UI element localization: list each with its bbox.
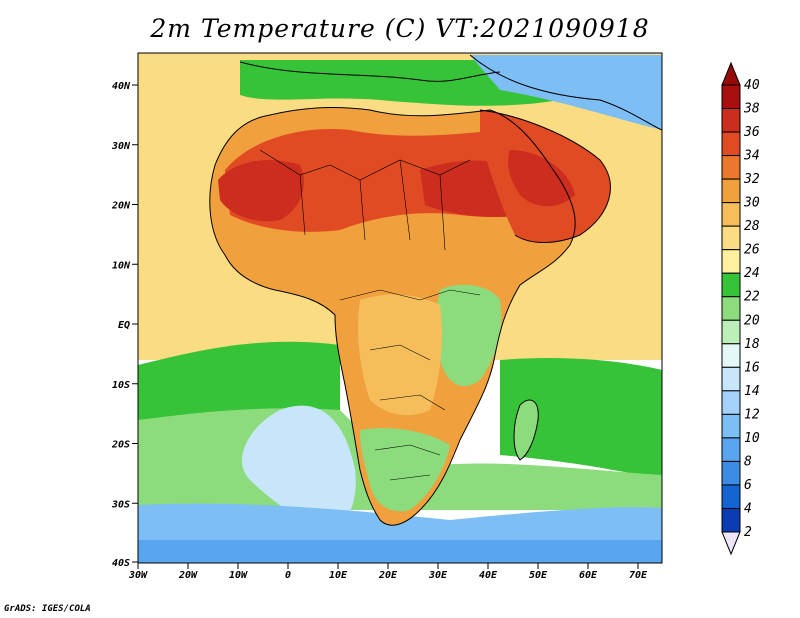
arabia-hot-core [508,150,575,207]
longitude-axis: 30W 20W 10W 0 10E 20E 30E 40E 50E 60E 70E [128,563,648,581]
latitude-axis: 40N 30N 20N 10N EQ 10S 20S 30S 40S [111,81,138,569]
central-africa-mild [358,294,442,416]
colorbar-label: 38 [743,102,760,117]
colorbar-segment [721,108,741,133]
ocean-south-warm-east [500,358,662,480]
lat-tick-label: 30N [111,141,131,152]
lat-tick-label: 10N [112,260,131,271]
colorbar-label: 20 [744,313,760,328]
colorbar-label: 28 [744,219,760,234]
colorbar-label: 26 [744,243,760,258]
colorbar-segment [721,178,741,204]
coastlines [209,54,662,526]
plot-frame [137,52,663,564]
colorbar-label: 10 [744,431,760,446]
colorbar-segment [721,131,741,157]
lon-tick-label: 30E [428,570,448,581]
colorbar-segment [721,507,741,533]
lon-tick-label: 20W [178,570,198,581]
ocean-far-south [138,540,662,563]
colorbar-segment [721,155,741,180]
colorbar-segment [721,296,741,321]
madagascar [514,400,539,460]
colorbar-label: 8 [744,454,752,469]
colorbar-segment [721,249,741,274]
colorbar-segment [721,366,741,392]
colorbar-label: 24 [744,266,760,281]
temperature-field [138,53,662,563]
lon-tick-label: 10W [229,570,248,581]
lon-tick-label: 40E [479,570,498,581]
high-terrain-turkey [470,55,662,130]
colorbar-above-arrow [721,61,741,86]
map-title: 2m Temperature (C) VT:2021090918 [150,14,650,43]
colorbar-below-arrow [721,531,741,556]
colorbar-label: 34 [743,149,760,164]
lat-tick-label: 20S [111,440,130,451]
colorbar-segment [721,460,741,486]
colorbar-label: 14 [744,384,760,399]
lat-tick-label: 40S [112,558,130,569]
colorbar-label: 32 [743,172,760,187]
colorbar-label: 18 [744,337,760,352]
colorbar-segment [721,84,741,110]
lon-tick-label: 0 [285,570,291,581]
colorbar-segment [721,413,741,439]
colorbar-segment [721,343,741,368]
lon-tick-label: 60E [579,570,598,581]
ocean-south-cold [138,503,662,545]
east-africa-highlands [436,284,502,387]
colorbar-label: 12 [744,407,760,422]
colorbar-label: 16 [744,360,760,375]
colorbar-segment [721,390,741,415]
lon-tick-label: 20E [378,570,398,581]
colorbar-segment [721,484,741,509]
grads-credit: GrADS: IGES/COLA [4,604,91,614]
colorbar-segment [721,202,741,227]
country-borders [259,149,481,481]
lat-tick-label: 20N [111,201,131,212]
colorbar-segment [721,437,741,462]
lat-tick-label: 40N [112,81,131,92]
lon-tick-label: 70E [629,570,648,581]
mediterranean-sea [240,60,560,106]
lat-tick-label: 10S [112,380,130,391]
lat-tick-label: EQ [118,320,130,331]
sahara-very-hot-west [218,160,304,222]
colorbar-label: 30 [743,196,760,211]
ocean-south-cool-plume [241,405,356,531]
colorbar: 40 38 36 34 32 30 28 26 24 22 20 18 16 14 12 10 8 6 4 2 [721,61,760,556]
colorbar-label: 4 [744,501,752,516]
colorbar-label: 22 [744,290,760,305]
colorbar-label: 2 [744,525,752,540]
lat-tick-label: 30S [111,499,130,510]
colorbar-segment [721,272,741,298]
lon-tick-label: 30W [128,570,148,581]
colorbar-label: 36 [743,125,760,140]
colorbar-segment [721,319,741,345]
colorbar-label: 40 [744,78,760,93]
colorbar-segment [721,225,741,251]
colorbar-label: 6 [744,478,752,493]
lon-tick-label: 50E [529,570,548,581]
lon-tick-label: 10E [329,570,348,581]
